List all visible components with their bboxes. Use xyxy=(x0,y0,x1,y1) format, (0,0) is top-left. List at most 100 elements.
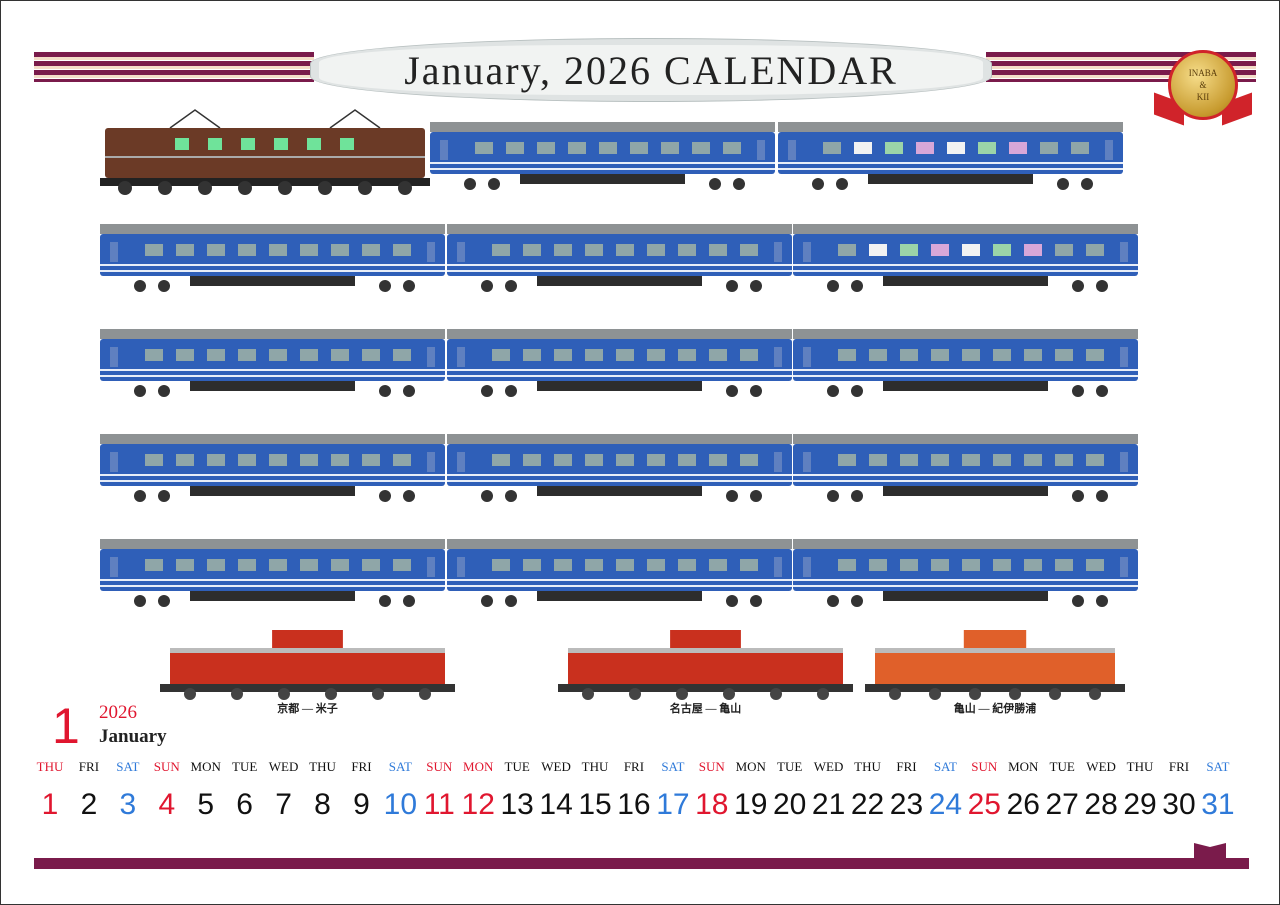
day-number: 12 xyxy=(461,788,495,821)
car-window xyxy=(145,349,163,361)
seal-text-1: INABA xyxy=(1188,68,1218,78)
weekday-label: SAT xyxy=(661,759,685,774)
car-window xyxy=(585,559,603,571)
car-window xyxy=(207,559,225,571)
weekday-label: THU xyxy=(1126,759,1154,774)
car-roof xyxy=(793,329,1138,339)
wheel xyxy=(889,688,901,700)
wheel xyxy=(198,181,212,195)
car-stripe xyxy=(447,585,792,587)
car-window xyxy=(978,142,996,154)
undercarriage xyxy=(190,486,355,496)
car-stripe xyxy=(793,375,1138,377)
car-window xyxy=(1055,454,1073,466)
car-window xyxy=(630,142,648,154)
car-window xyxy=(692,142,710,154)
car-window xyxy=(585,244,603,256)
wheel xyxy=(827,595,839,607)
weekday-label: WED xyxy=(1086,759,1116,774)
weekday-label: FRI xyxy=(1168,759,1190,774)
wheel xyxy=(278,688,290,700)
car-door xyxy=(440,140,448,160)
car-stripe xyxy=(100,480,445,482)
loco-hood xyxy=(568,648,843,684)
day-number: 1 xyxy=(41,788,59,821)
car-door xyxy=(110,242,118,262)
car-window xyxy=(931,454,949,466)
car-stripe xyxy=(793,585,1138,587)
wheel xyxy=(505,385,517,397)
wheel xyxy=(851,595,863,607)
car-window xyxy=(300,559,318,571)
car-window xyxy=(492,559,510,571)
loco-hood xyxy=(875,648,1115,684)
car-roof xyxy=(447,224,792,234)
wheel xyxy=(1096,490,1108,502)
loco-frame xyxy=(160,684,455,692)
car-window xyxy=(585,454,603,466)
car-roof xyxy=(793,434,1138,444)
wheel xyxy=(481,385,493,397)
day-number: 17 xyxy=(656,788,690,821)
day-number: 26 xyxy=(1006,788,1040,821)
car-stripe xyxy=(447,480,792,482)
wheel xyxy=(134,280,146,292)
day-number: 24 xyxy=(928,788,963,821)
wheel xyxy=(1096,280,1108,292)
car-window xyxy=(647,244,665,256)
car-roof xyxy=(793,224,1138,234)
car-window xyxy=(1086,349,1104,361)
car-window xyxy=(362,244,380,256)
day-number: 15 xyxy=(578,788,612,821)
weekday-label: TUE xyxy=(777,759,803,774)
car-window xyxy=(176,244,194,256)
wheel xyxy=(817,688,829,700)
day-number: 3 xyxy=(119,788,137,821)
car-window xyxy=(145,454,163,466)
wheel xyxy=(1096,385,1108,397)
month-number: 1 xyxy=(52,698,80,754)
undercarriage xyxy=(883,591,1048,601)
car-window xyxy=(554,349,572,361)
wheel xyxy=(1081,178,1093,190)
car-stripe xyxy=(793,579,1138,581)
day-number: 27 xyxy=(1045,788,1079,821)
wheel xyxy=(1009,688,1021,700)
wheel xyxy=(488,178,500,190)
car-door xyxy=(803,557,811,577)
car-window xyxy=(523,349,541,361)
blue-sleeper-car xyxy=(447,329,792,397)
undercarriage xyxy=(190,276,355,286)
car-window xyxy=(916,142,934,154)
car-stripe xyxy=(793,474,1138,476)
car-window xyxy=(647,559,665,571)
wheel xyxy=(505,595,517,607)
weekday-label: SUN xyxy=(698,759,725,774)
pantograph xyxy=(169,109,221,129)
wheel xyxy=(419,688,431,700)
wheel xyxy=(238,181,252,195)
car-stripe xyxy=(100,585,445,587)
day-number: 31 xyxy=(1201,788,1235,821)
wheel xyxy=(726,385,738,397)
loco-window xyxy=(274,138,288,150)
car-door xyxy=(427,347,435,367)
car-window xyxy=(678,559,696,571)
car-door xyxy=(803,347,811,367)
undercarriage xyxy=(520,174,685,184)
car-window xyxy=(740,349,758,361)
loco-window xyxy=(241,138,255,150)
car-window xyxy=(331,559,349,571)
car-stripe xyxy=(793,264,1138,266)
car-window xyxy=(854,142,872,154)
blue-sleeper-car-lounge xyxy=(793,224,1138,292)
car-window xyxy=(207,244,225,256)
car-window xyxy=(585,349,603,361)
loco-top xyxy=(568,648,843,653)
car-window xyxy=(362,349,380,361)
weekday-label: THU xyxy=(854,759,881,774)
loco-window xyxy=(175,138,189,150)
car-door xyxy=(427,557,435,577)
car-door xyxy=(774,452,782,472)
wheel xyxy=(403,280,415,292)
